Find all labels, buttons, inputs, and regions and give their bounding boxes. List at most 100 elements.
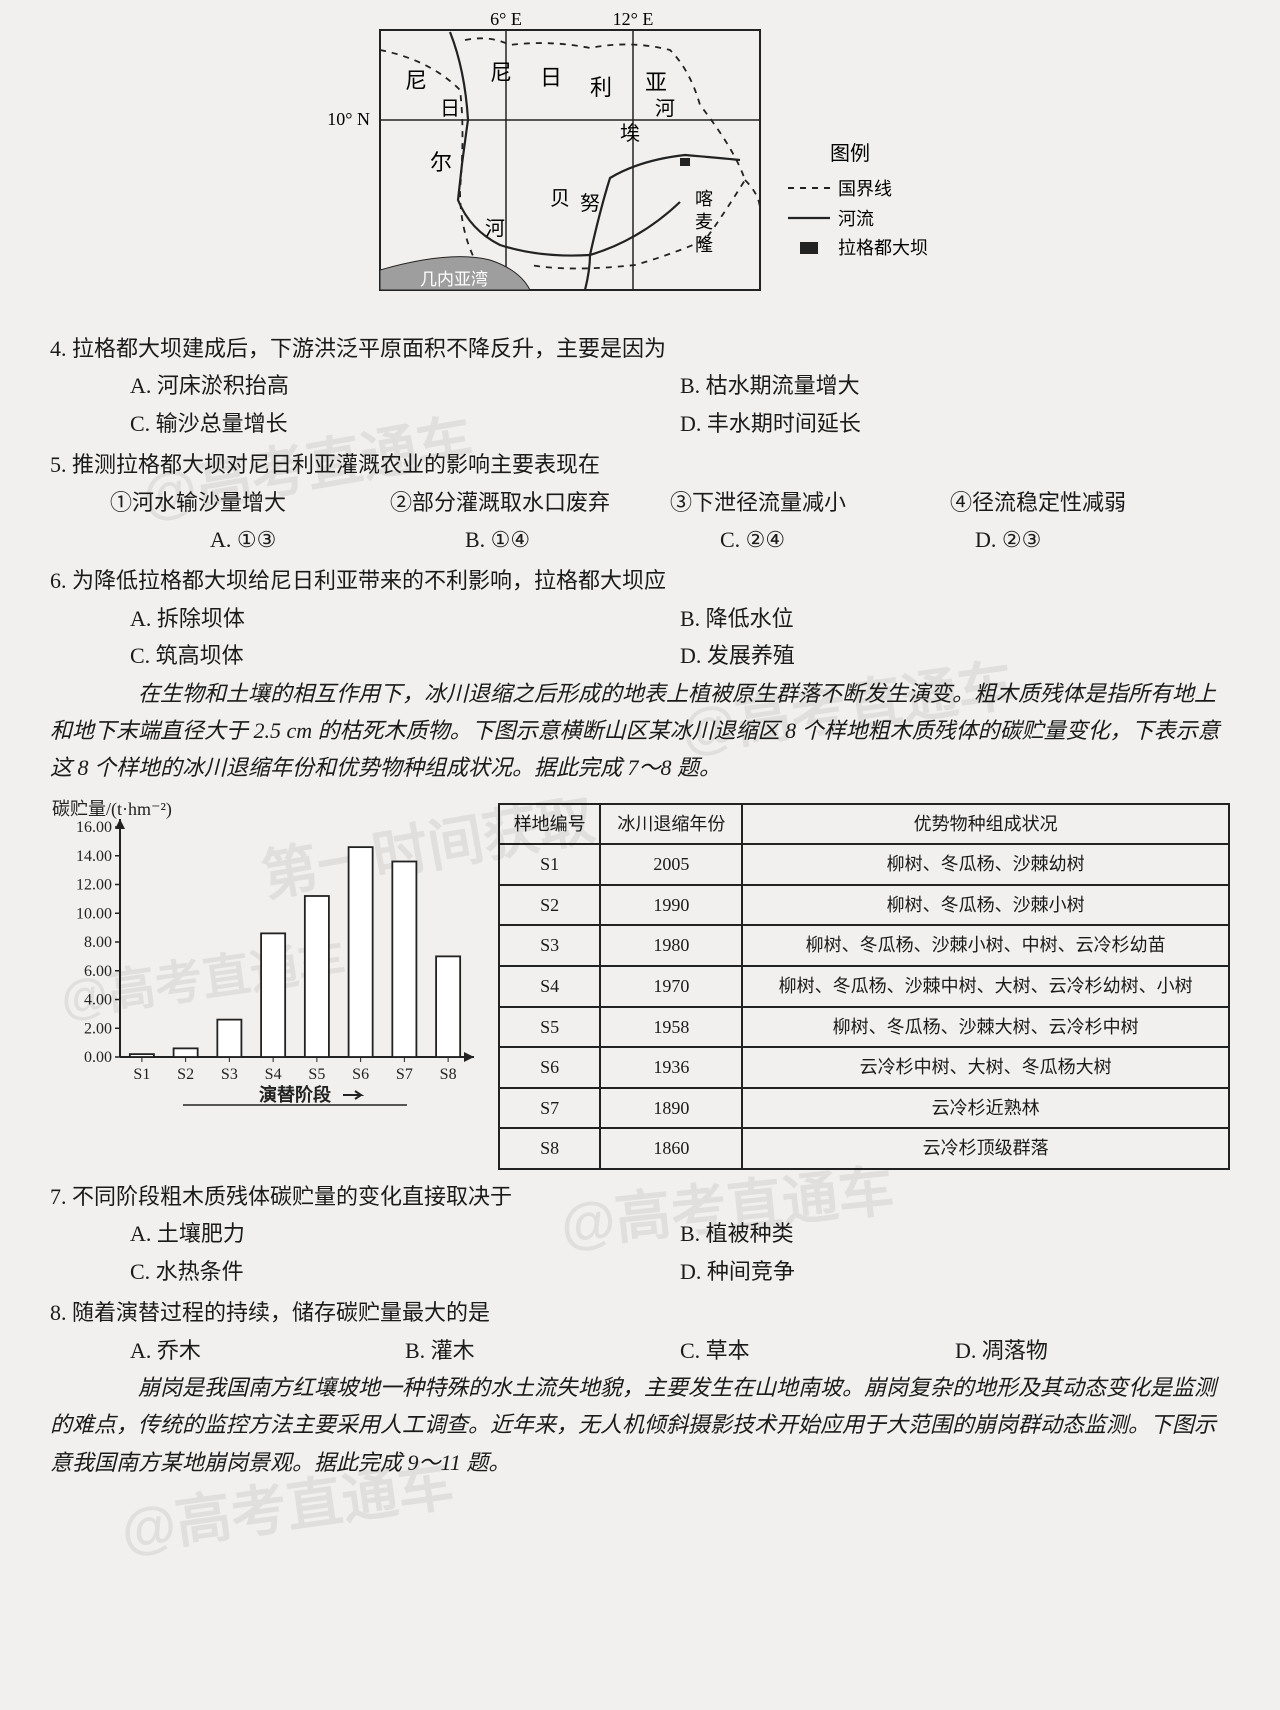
svg-text:S3: S3 — [221, 1066, 238, 1083]
lbl-he-r2: 河 — [655, 97, 675, 120]
lbl-kam2: 麦 — [695, 212, 713, 232]
map-figure: 6° E 12° E 10° N 几内亚湾 尼 尼 日 利 亚 日 尔 埃 河 … — [50, 10, 1230, 320]
table-cell: S5 — [499, 1007, 600, 1048]
table-row: S12005柳树、冬瓜杨、沙棘幼树 — [499, 844, 1229, 885]
svg-text:演替阶段: 演替阶段 — [259, 1084, 332, 1105]
q6-optC[interactable]: C. 筑高坝体 — [130, 637, 680, 674]
svg-text:0.00: 0.00 — [84, 1049, 112, 1066]
q5-optB[interactable]: B. ①④ — [465, 521, 720, 558]
lbl-ri: 日 — [440, 98, 460, 120]
table-cell: S8 — [499, 1128, 600, 1169]
chart-table-block: 碳贮量/(t·hm⁻²)0.002.004.006.008.0010.0012.… — [50, 797, 1230, 1170]
q5-stem: 5. 推测拉格都大坝对尼日利亚灌溉农业的影响主要表现在 — [50, 446, 1230, 483]
q8-optD[interactable]: D. 凋落物 — [955, 1332, 1230, 1369]
table-cell: S3 — [499, 925, 600, 966]
table-cell: 柳树、冬瓜杨、沙棘幼树 — [742, 844, 1229, 885]
legend-boundary: 国界线 — [838, 179, 892, 199]
lbl-y: 亚 — [645, 70, 667, 95]
q4-optB[interactable]: B. 枯水期流量增大 — [680, 367, 1230, 404]
map-lon2: 12° E — [613, 10, 654, 29]
table-row: S21990柳树、冬瓜杨、沙棘小树 — [499, 885, 1229, 926]
table-cell: 1980 — [600, 925, 742, 966]
q5-optA[interactable]: A. ①③ — [210, 521, 465, 558]
table-row: S61936云冷杉中树、大树、冬瓜杨大树 — [499, 1047, 1229, 1088]
svg-text:S6: S6 — [352, 1066, 369, 1083]
q6-stem: 6. 为降低拉格都大坝给尼日利亚带来的不利影响，拉格都大坝应 — [50, 562, 1230, 599]
table-cell: 柳树、冬瓜杨、沙棘中树、大树、云冷杉幼树、小树 — [742, 966, 1229, 1007]
table-cell: 柳树、冬瓜杨、沙棘大树、云冷杉中树 — [742, 1007, 1229, 1048]
th-year: 冰川退缩年份 — [600, 804, 742, 845]
q7-stem: 7. 不同阶段粗木质残体碳贮量的变化直接取决于 — [50, 1178, 1230, 1215]
q7-optB[interactable]: B. 植被种类 — [680, 1215, 1230, 1252]
table-cell: 柳树、冬瓜杨、沙棘小树 — [742, 885, 1229, 926]
svg-text:2.00: 2.00 — [84, 1020, 112, 1037]
svg-text:12.00: 12.00 — [76, 876, 112, 893]
lbl-l: 利 — [590, 75, 612, 100]
table-cell: S7 — [499, 1088, 600, 1129]
lbl-niger: 尼 — [405, 68, 427, 93]
dam-marker — [680, 158, 690, 166]
q6-optA[interactable]: A. 拆除坝体 — [130, 600, 680, 637]
th-species: 优势物种组成状况 — [742, 804, 1229, 845]
lbl-he-r: 埃 — [620, 122, 640, 145]
lbl-i: 日 — [540, 65, 562, 90]
svg-text:S8: S8 — [440, 1066, 457, 1083]
q5-optD[interactable]: D. ②③ — [975, 521, 1230, 558]
svg-text:6.00: 6.00 — [84, 962, 112, 979]
q5-c2: ②部分灌溉取水口废弃 — [390, 484, 670, 521]
lbl-n: 尼 — [490, 60, 512, 85]
table-cell: S1 — [499, 844, 600, 885]
q5-c1: ①河水输沙量增大 — [110, 484, 390, 521]
svg-text:8.00: 8.00 — [84, 934, 112, 951]
lbl-er: 尔 — [430, 150, 452, 175]
legend-river: 河流 — [838, 209, 874, 229]
q6-optD[interactable]: D. 发展养殖 — [680, 637, 1230, 674]
q8-optA[interactable]: A. 乔木 — [130, 1332, 405, 1369]
carbon-bar-chart: 碳贮量/(t·hm⁻²)0.002.004.006.008.0010.0012.… — [50, 797, 480, 1107]
svg-text:S5: S5 — [308, 1066, 325, 1083]
table-row: S81860云冷杉顶级群落 — [499, 1128, 1229, 1169]
svg-text:碳贮量/(t·hm⁻²): 碳贮量/(t·hm⁻²) — [52, 799, 172, 820]
map-svg: 6° E 12° E 10° N 几内亚湾 尼 尼 日 利 亚 日 尔 埃 河 … — [290, 10, 990, 320]
passage-78: 在生物和土壤的相互作用下，冰川退缩之后形成的地表上植被原生群落不断发生演变。粗木… — [50, 675, 1230, 787]
table-row: S71890云冷杉近熟林 — [499, 1088, 1229, 1129]
q7-optC[interactable]: C. 水热条件 — [130, 1253, 680, 1290]
lbl-kam3: 隆 — [695, 235, 713, 255]
table-cell: 云冷杉顶级群落 — [742, 1128, 1229, 1169]
svg-text:S1: S1 — [133, 1066, 150, 1083]
q4-stem: 4. 拉格都大坝建成后，下游洪泛平原面积不降反升，主要是因为 — [50, 330, 1230, 367]
q5-optC[interactable]: C. ②④ — [720, 521, 975, 558]
species-table: 样地编号 冰川退缩年份 优势物种组成状况 S12005柳树、冬瓜杨、沙棘幼树S2… — [498, 803, 1230, 1170]
table-cell: S4 — [499, 966, 600, 1007]
map-lat: 10° N — [327, 109, 370, 129]
q4-optD[interactable]: D. 丰水期时间延长 — [680, 405, 1230, 442]
q8-optC[interactable]: C. 草本 — [680, 1332, 955, 1369]
table-cell: 1890 — [600, 1088, 742, 1129]
legend-dam: 拉格都大坝 — [838, 238, 928, 258]
q8-optB[interactable]: B. 灌木 — [405, 1332, 680, 1369]
table-cell: 1958 — [600, 1007, 742, 1048]
table-cell: S6 — [499, 1047, 600, 1088]
q7-optD[interactable]: D. 种间竞争 — [680, 1253, 1230, 1290]
svg-text:S7: S7 — [396, 1066, 413, 1083]
table-cell: 2005 — [600, 844, 742, 885]
lbl-kam1: 喀 — [695, 189, 713, 209]
lbl-benue2: 努 — [580, 192, 600, 215]
svg-text:S4: S4 — [265, 1066, 282, 1083]
map-gulf-label: 几内亚湾 — [420, 270, 488, 289]
svg-text:4.00: 4.00 — [84, 991, 112, 1008]
lbl-benue1: 贝 — [550, 188, 570, 210]
svg-text:16.00: 16.00 — [76, 819, 112, 836]
q4-optC[interactable]: C. 输沙总量增长 — [130, 405, 680, 442]
lbl-he: 河 — [485, 217, 505, 240]
q7-optA[interactable]: A. 土壤肥力 — [130, 1215, 680, 1252]
table-row: S51958柳树、冬瓜杨、沙棘大树、云冷杉中树 — [499, 1007, 1229, 1048]
q6-optB[interactable]: B. 降低水位 — [680, 600, 1230, 637]
q4-optA[interactable]: A. 河床淤积抬高 — [130, 367, 680, 404]
table-cell: S2 — [499, 885, 600, 926]
legend-title: 图例 — [830, 142, 870, 165]
map-lon1: 6° E — [490, 10, 522, 29]
th-id: 样地编号 — [499, 804, 600, 845]
q5-c3: ③下泄径流量减小 — [670, 484, 950, 521]
table-cell: 1970 — [600, 966, 742, 1007]
